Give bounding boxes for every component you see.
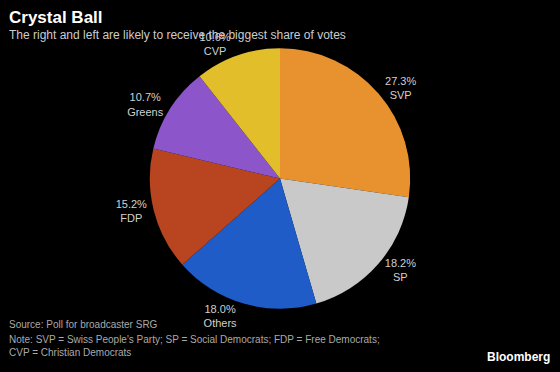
svg-text:Note: SVP = Swiss People's Par: Note: SVP = Swiss People's Party; SP = S… — [9, 334, 380, 358]
svg-text:18.0%Others: 18.0%Others — [204, 303, 238, 329]
svg-text:15.2%FDP: 15.2%FDP — [116, 198, 147, 224]
svg-text:10.7%Greens: 10.7%Greens — [127, 91, 164, 117]
svg-text:10.6%CVP: 10.6%CVP — [199, 31, 230, 57]
svg-text:Bloomberg: Bloomberg — [487, 350, 550, 364]
svg-text:Source: Poll for broadcaster S: Source: Poll for broadcaster SRG — [9, 319, 158, 330]
svg-text:18.2%SP: 18.2%SP — [385, 257, 416, 283]
svg-text:27.3%SVP: 27.3%SVP — [385, 75, 416, 101]
svg-text:The right and left are likely: The right and left are likely to receive… — [9, 28, 346, 42]
svg-text:Crystal Ball: Crystal Ball — [9, 8, 103, 27]
